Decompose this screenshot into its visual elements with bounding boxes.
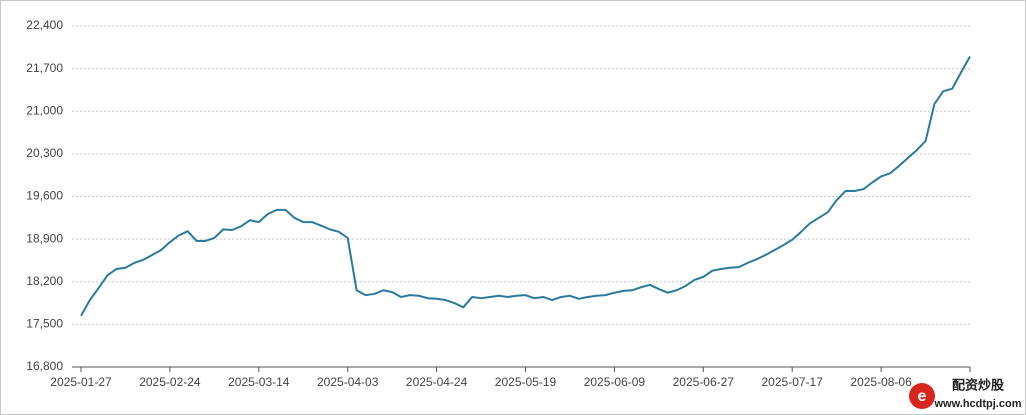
y-tick-label: 18,200 <box>26 274 63 288</box>
x-tick-label: 2025-06-09 <box>584 375 646 389</box>
y-tick-label: 22,400 <box>26 18 63 32</box>
y-tick-label: 21,000 <box>26 103 63 117</box>
y-tick-label: 17,500 <box>26 317 63 331</box>
y-tick-label: 18,900 <box>26 231 63 245</box>
x-tick-label: 2025-04-03 <box>317 375 379 389</box>
x-tick-label: 2025-04-24 <box>406 375 468 389</box>
x-tick-label: 2025-08-06 <box>850 375 912 389</box>
x-tick-label: 2025-01-27 <box>50 375 112 389</box>
x-tick-label: 2025-02-24 <box>139 375 201 389</box>
y-tick-label: 16,800 <box>26 359 63 373</box>
line <box>80 55 971 317</box>
x-tick-label: 2025-06-27 <box>673 375 735 389</box>
x-tick-label: 2025-05-19 <box>495 375 557 389</box>
y-tick-label: 19,600 <box>26 189 63 203</box>
x-tick-label: 2025-03-14 <box>228 375 290 389</box>
x-tick-label: 2025-07-17 <box>762 375 824 389</box>
watermark-logo <box>909 383 935 409</box>
y-tick-label: 21,700 <box>26 61 63 75</box>
watermark-logo-letter: e <box>918 388 927 405</box>
watermark-url: www.hcdtpj.com <box>934 398 1022 410</box>
watermark: e 配资炒股 www.hcdtpj.com <box>909 377 1022 410</box>
y-tick-label: 20,300 <box>26 146 63 160</box>
watermark-title: 配资炒股 <box>952 377 1004 392</box>
